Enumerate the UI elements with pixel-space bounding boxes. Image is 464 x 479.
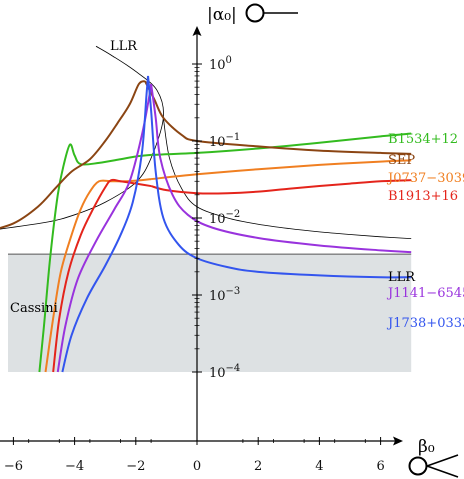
icons-layer (245, 3, 459, 478)
series-line-right-5 (147, 75, 412, 279)
series-3 (52, 178, 412, 373)
cassini-label: Cassini (10, 301, 58, 316)
y-tick-label: 10−2 (209, 209, 240, 227)
series-line-right-2 (150, 159, 412, 181)
series-label-2: J0737−3039 (386, 171, 464, 186)
llr-bound-curve-left (0, 45, 164, 230)
excluded-region-layer (8, 254, 412, 372)
labels-layer: B1534+12 SEP J0737−3039 B1913+16 J1141−6545 J… (10, 39, 464, 331)
series-label-3: B1913+16 (388, 189, 458, 204)
x-tick-label: −2 (126, 459, 145, 474)
series-0 (38, 132, 412, 373)
funnel-open-icon (408, 454, 459, 478)
series-line-left-1 (0, 80, 146, 230)
reference-curves-layer (0, 45, 412, 255)
y-axis-title: |α₀| (207, 5, 237, 25)
series-line-left-3 (52, 178, 152, 373)
llr-right-label: LLR (388, 270, 416, 285)
funnel-lines (426, 454, 459, 478)
series-label-0: B1534+12 (388, 132, 458, 147)
y-tick-label: 10−1 (209, 132, 240, 150)
lens-circle (245, 3, 265, 23)
y-tick-label: 10−3 (209, 286, 240, 304)
axes-layer: −6 −4 −2 0 2 4 6 100 10−1 10−2 10−3 10−4 |α₀| β₀ (0, 5, 435, 474)
y-tick-label: 100 (209, 55, 232, 73)
series-2 (44, 159, 412, 373)
series-line-left-5 (61, 75, 150, 373)
llr-bound-curve-right (162, 117, 412, 240)
x-tick-label: 0 (193, 459, 201, 474)
series-line-right-0 (151, 132, 412, 156)
x-axis-arrow (393, 436, 403, 446)
series-label-4: J1141−6545 (386, 286, 464, 301)
y-axis-arrow (192, 26, 202, 36)
series-label-5: J1738+0333 (386, 316, 464, 331)
series-1 (0, 80, 412, 230)
series-label-1: SEP (388, 153, 415, 168)
series-line-left-2 (44, 178, 152, 373)
series-line-right-1 (144, 80, 412, 155)
funnel-circle (408, 456, 428, 476)
excluded-region (8, 254, 412, 372)
lens-open-icon (245, 3, 298, 23)
series-line-left-4 (56, 83, 153, 373)
y-tick-label: 10−4 (209, 363, 240, 381)
x-tick-label: 4 (315, 459, 323, 474)
series-line-right-3 (150, 179, 412, 195)
x-axis-title: β₀ (418, 437, 435, 457)
series-line-left-0 (38, 143, 152, 373)
llr-top-label: LLR (110, 39, 138, 54)
x-tick-label: 2 (254, 459, 262, 474)
x-tick-label: −4 (65, 459, 84, 474)
x-tick-label: −6 (4, 459, 23, 474)
x-tick-label: 6 (376, 459, 384, 474)
